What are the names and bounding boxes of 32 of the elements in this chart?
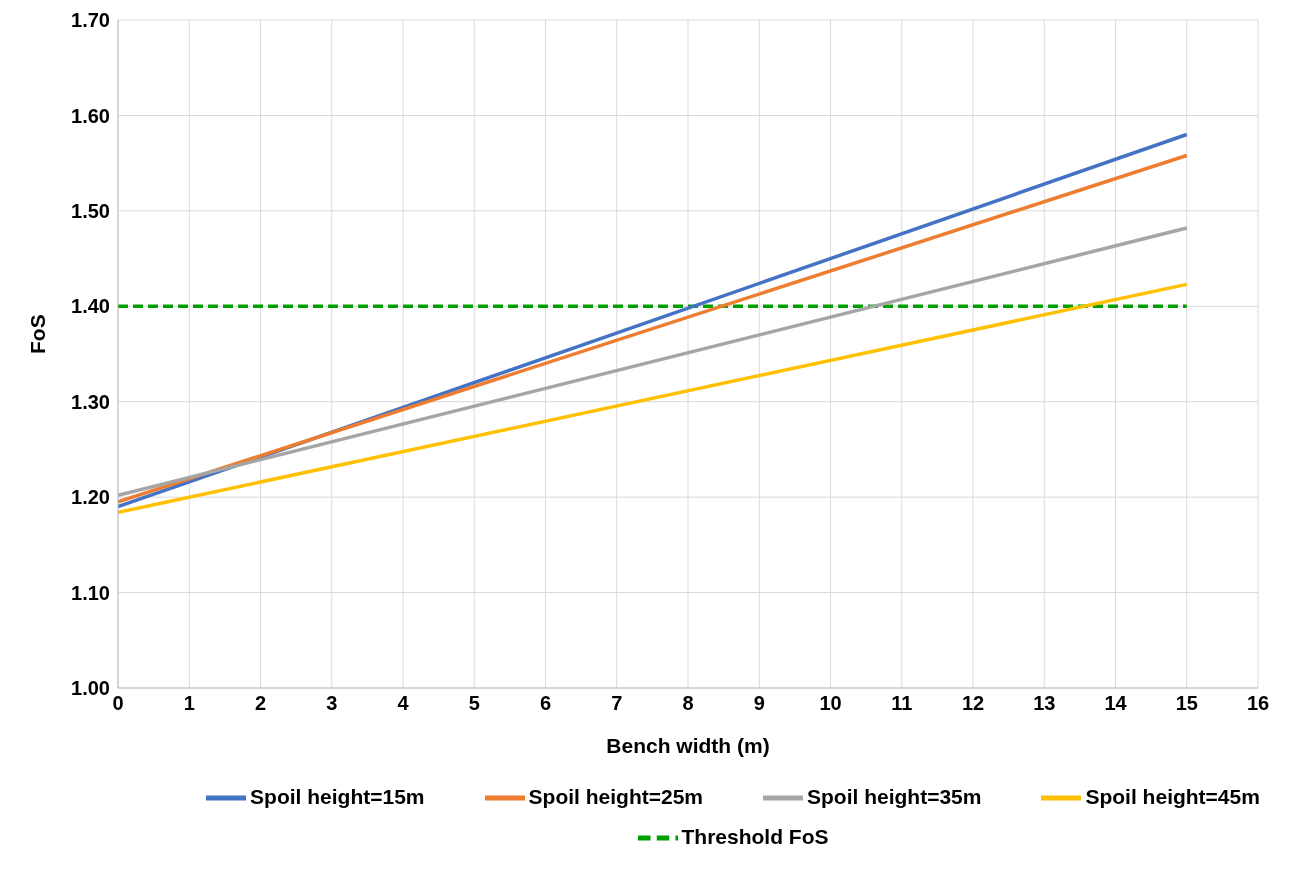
x-tick-label: 9 bbox=[753, 692, 765, 715]
x-tick-label: 7 bbox=[611, 692, 623, 715]
x-tick-label: 12 bbox=[961, 692, 985, 715]
x-tick-label: 15 bbox=[1175, 692, 1198, 715]
x-tick-label: 10 bbox=[819, 692, 842, 715]
y-tick-label: 1.40 bbox=[71, 295, 110, 318]
x-tick-label: 6 bbox=[539, 692, 552, 715]
x-tick-label: 14 bbox=[1104, 692, 1128, 715]
y-tick-label: 1.60 bbox=[71, 104, 110, 127]
y-tick-label: 1.00 bbox=[71, 677, 110, 700]
legend-label: Spoil height=25m bbox=[528, 784, 703, 808]
y-tick-label: 1.20 bbox=[71, 486, 110, 509]
y-tick-label: 1.10 bbox=[71, 581, 110, 604]
y-tick-label: 1.70 bbox=[71, 9, 110, 32]
x-tick-label: 3 bbox=[326, 692, 338, 715]
x-tick-label: 0 bbox=[112, 692, 124, 715]
y-tick-label: 1.30 bbox=[71, 390, 110, 413]
legend-label: Spoil height=15m bbox=[250, 784, 425, 808]
x-tick-label: 2 bbox=[254, 692, 267, 715]
legend-label: Threshold FoS bbox=[681, 824, 829, 848]
x-tick-label: 1 bbox=[183, 692, 195, 715]
y-axis-title: FoS bbox=[26, 314, 50, 354]
x-tick-label: 8 bbox=[682, 692, 694, 715]
x-axis-title: Bench width (m) bbox=[606, 734, 770, 757]
legend-label: Spoil height=35m bbox=[807, 784, 982, 808]
x-tick-label: 5 bbox=[468, 692, 480, 715]
x-tick-label: 13 bbox=[1033, 692, 1056, 715]
y-tick-label: 1.50 bbox=[71, 199, 110, 222]
x-tick-label: 4 bbox=[397, 692, 410, 715]
x-tick-label: 16 bbox=[1246, 692, 1270, 715]
x-tick-label: 11 bbox=[891, 692, 913, 715]
legend-label: Spoil height=45m bbox=[1085, 784, 1260, 808]
